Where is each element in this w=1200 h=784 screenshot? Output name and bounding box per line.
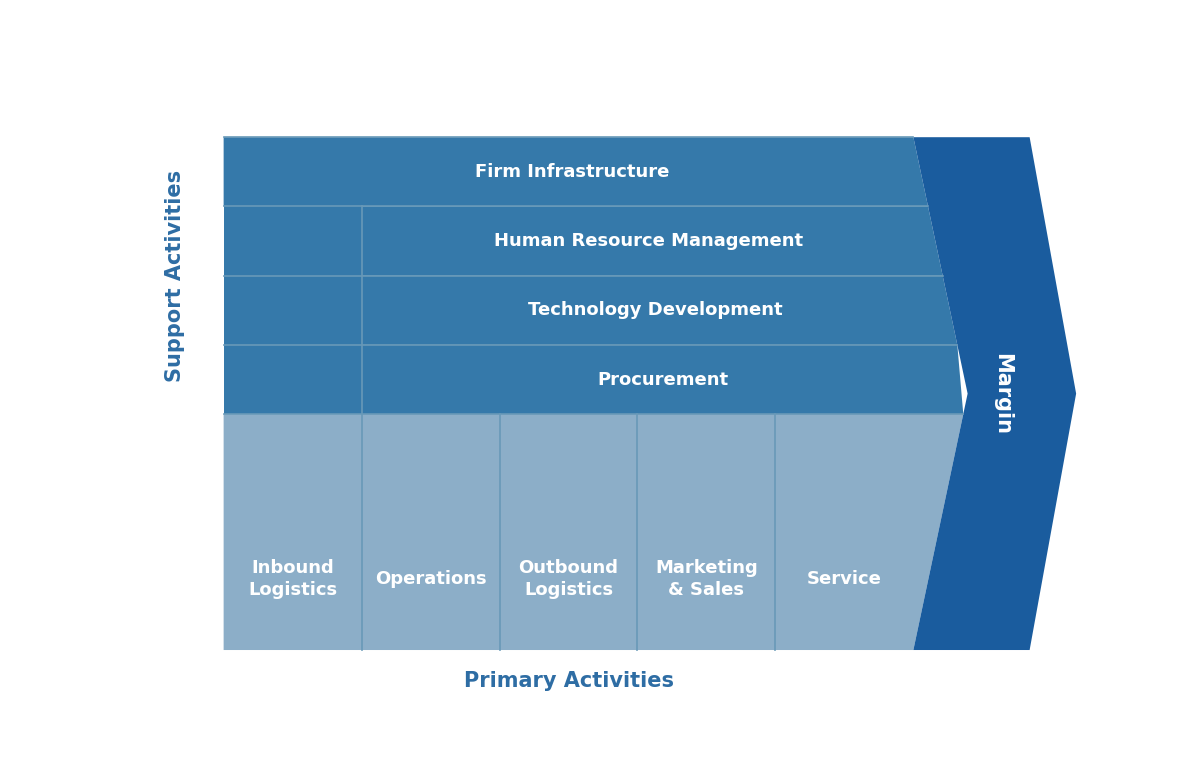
- Polygon shape: [361, 206, 943, 276]
- Text: Operations: Operations: [374, 570, 486, 588]
- Text: Support Activities: Support Activities: [164, 169, 185, 382]
- Polygon shape: [913, 137, 1076, 650]
- Polygon shape: [223, 276, 361, 345]
- Text: Inbound
Logistics: Inbound Logistics: [248, 559, 337, 599]
- Polygon shape: [223, 137, 928, 206]
- Polygon shape: [361, 276, 958, 345]
- Text: Marketing
& Sales: Marketing & Sales: [655, 559, 758, 599]
- Text: Human Resource Management: Human Resource Management: [494, 232, 803, 250]
- Text: Procurement: Procurement: [598, 371, 728, 389]
- Text: Firm Infrastructure: Firm Infrastructure: [475, 163, 670, 181]
- Text: Primary Activities: Primary Activities: [463, 671, 673, 691]
- Text: Outbound
Logistics: Outbound Logistics: [518, 559, 618, 599]
- Polygon shape: [223, 206, 361, 276]
- Text: Margin: Margin: [992, 353, 1013, 434]
- Polygon shape: [223, 414, 964, 650]
- Text: Technology Development: Technology Development: [528, 301, 784, 319]
- Polygon shape: [361, 345, 964, 414]
- Text: Service: Service: [806, 570, 882, 588]
- Polygon shape: [223, 345, 361, 414]
